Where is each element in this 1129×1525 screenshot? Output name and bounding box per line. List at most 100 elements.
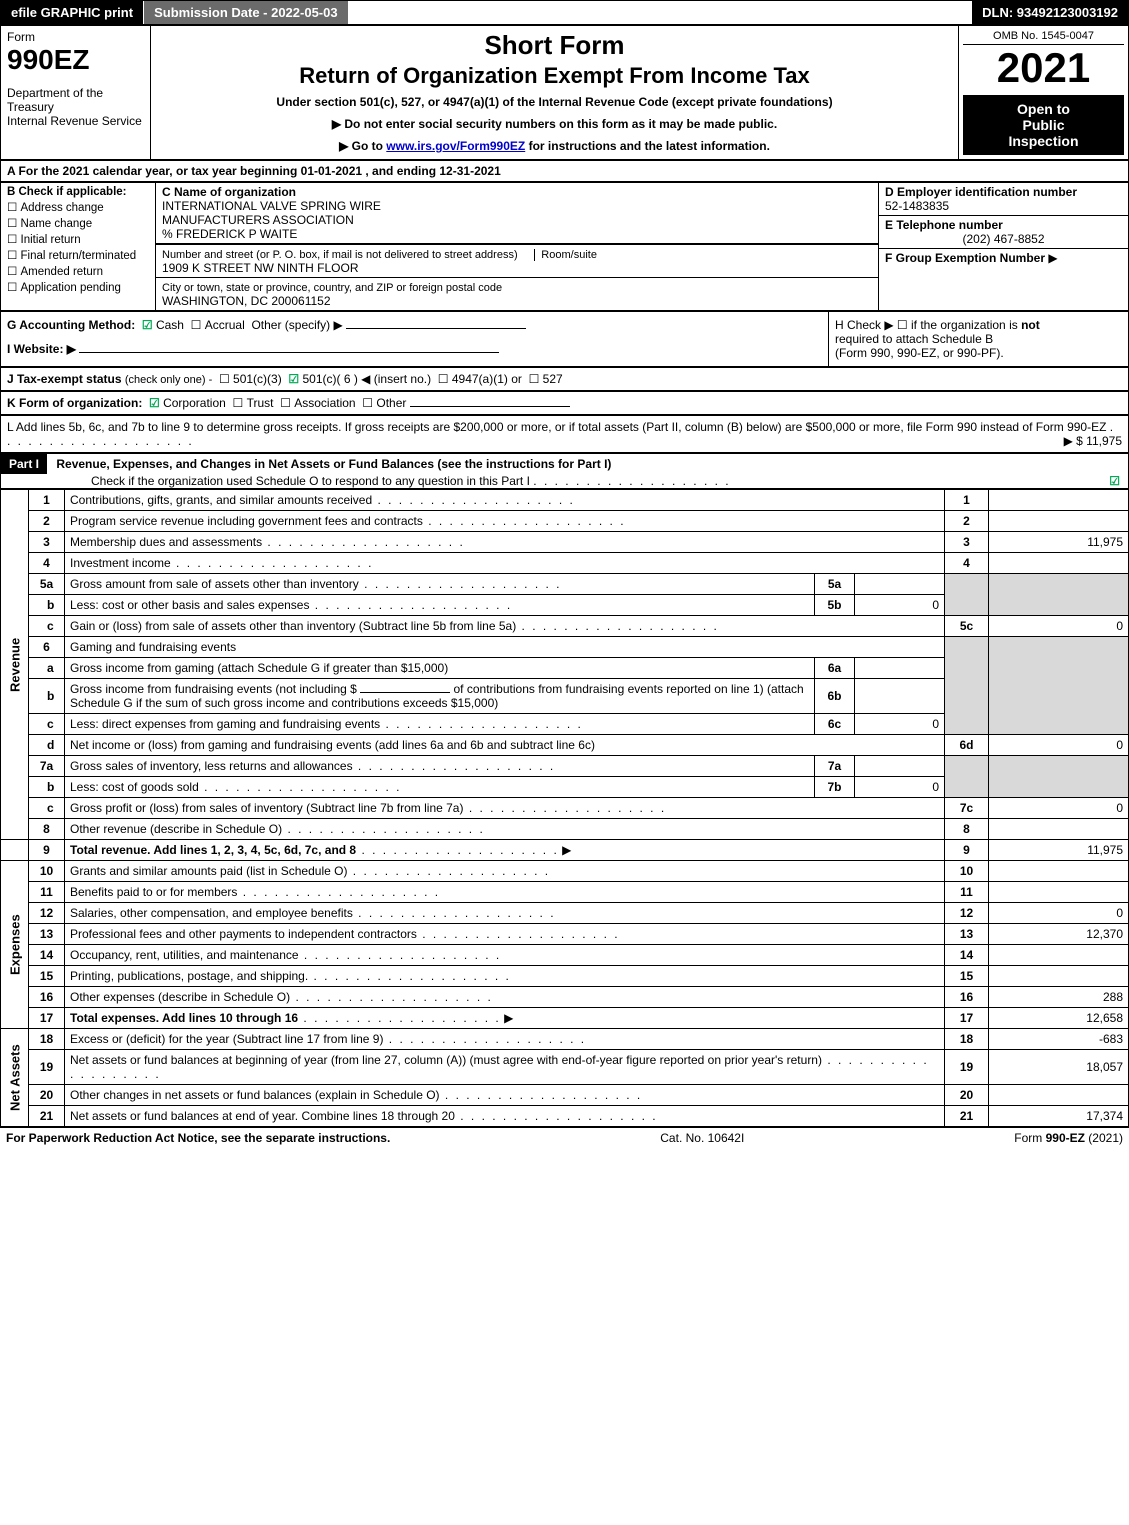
cb-association[interactable] [280, 396, 294, 410]
h-line2: required to attach Schedule B [835, 332, 993, 346]
row-a-table: A For the 2021 calendar year, or tax yea… [0, 160, 1129, 182]
line6-num: 6 [29, 637, 65, 658]
line7c-lab: 7c [945, 798, 989, 819]
line1-amt [989, 490, 1129, 511]
line19-amt: 18,057 [989, 1050, 1129, 1085]
line6b-mini: 6b [815, 679, 855, 714]
line5-shade-amt [989, 574, 1129, 616]
line6a-num: a [29, 658, 65, 679]
line10-num: 10 [29, 861, 65, 882]
org-careof: % FREDERICK P WAITE [162, 227, 297, 241]
line16-amt: 288 [989, 987, 1129, 1008]
header-left-cell: Form 990EZ Department of the Treasury In… [1, 26, 151, 160]
short-form-title: Short Form [159, 30, 950, 61]
row-j: J Tax-exempt status (check only one) - 5… [1, 368, 1129, 391]
line6-desc: Gaming and fundraising events [65, 637, 945, 658]
part1-check-box[interactable] [1109, 474, 1128, 488]
line8-amt [989, 819, 1129, 840]
cb-accrual[interactable] [191, 318, 205, 332]
header-mid-cell: Short Form Return of Organization Exempt… [151, 26, 959, 160]
dln-label: DLN: 93492123003192 [972, 1, 1128, 24]
cb-amended-return[interactable]: Amended return [7, 264, 149, 278]
box-c-name: C Name of organization INTERNATIONAL VAL… [156, 183, 879, 245]
cb-trust[interactable] [232, 396, 246, 410]
cb-name-change[interactable]: Name change [7, 216, 149, 230]
line7-shade-amt [989, 756, 1129, 798]
efile-print-button[interactable]: efile GRAPHIC print [1, 1, 144, 24]
line20-amt [989, 1085, 1129, 1106]
netassets-side-label: Net Assets [1, 1029, 29, 1127]
footer-mid: Cat. No. 10642I [660, 1131, 744, 1145]
line9-desc: Total revenue. Add lines 1, 2, 3, 4, 5c,… [65, 840, 945, 861]
irs-link[interactable]: www.irs.gov/Form990EZ [386, 139, 525, 153]
cb-501c3[interactable] [219, 372, 233, 386]
line6d-desc: Net income or (loss) from gaming and fun… [65, 735, 945, 756]
cb-application-pending[interactable]: Application pending [7, 280, 149, 294]
cb-4947[interactable] [438, 372, 452, 386]
org-name-1: INTERNATIONAL VALVE SPRING WIRE [162, 199, 381, 213]
line6b-blank[interactable] [360, 692, 450, 693]
line5b-desc: Less: cost or other basis and sales expe… [65, 595, 815, 616]
revenue-side-label: Revenue [1, 490, 29, 840]
line7b-num: b [29, 777, 65, 798]
box-f-arrow: ▶ [1048, 251, 1057, 265]
lines-table: Revenue 1 Contributions, gifts, grants, … [0, 489, 1129, 1127]
line5c-desc: Gain or (loss) from sale of assets other… [65, 616, 945, 637]
line16-lab: 16 [945, 987, 989, 1008]
cb-final-return[interactable]: Final return/terminated [7, 248, 149, 262]
line7b-minival: 0 [855, 777, 945, 798]
box-c-label: C Name of organization [162, 185, 296, 199]
website-input[interactable] [79, 352, 499, 353]
line6-shade-amt [989, 637, 1129, 735]
line5b-mini: 5b [815, 595, 855, 616]
line14-desc: Occupancy, rent, utilities, and maintena… [65, 945, 945, 966]
line2-num: 2 [29, 511, 65, 532]
line4-lab: 4 [945, 553, 989, 574]
cb-501c[interactable] [288, 372, 302, 386]
line15-amt [989, 966, 1129, 987]
g-other-input[interactable] [346, 328, 526, 329]
line5a-mini: 5a [815, 574, 855, 595]
i-label: I Website: ▶ [7, 342, 76, 356]
line18-amt: -683 [989, 1029, 1129, 1050]
line6b-desc: Gross income from fundraising events (no… [65, 679, 815, 714]
j-small: (check only one) - [125, 374, 212, 386]
k-pre: K Form of organization: [7, 396, 142, 410]
right-col-def: D Employer identification number 52-1483… [879, 183, 1129, 311]
box-b-title: B Check if applicable: [7, 186, 149, 198]
line20-lab: 20 [945, 1085, 989, 1106]
line6c-mini: 6c [815, 714, 855, 735]
line7b-mini: 7b [815, 777, 855, 798]
cb-address-change[interactable]: Address change [7, 200, 149, 214]
g-label: G Accounting Method: [7, 318, 135, 332]
line15-num: 15 [29, 966, 65, 987]
cb-other-org[interactable] [362, 396, 376, 410]
line3-desc: Membership dues and assessments [65, 532, 945, 553]
j-pre: J Tax-exempt status [7, 372, 125, 386]
line5-shade [945, 574, 989, 616]
open-line3: Inspection [967, 133, 1120, 149]
part1-header-table: Part I Revenue, Expenses, and Changes in… [0, 453, 1129, 489]
box-e-label: E Telephone number [885, 218, 1003, 232]
line6a-mini: 6a [815, 658, 855, 679]
line14-amt [989, 945, 1129, 966]
line9-amt: 11,975 [989, 840, 1129, 861]
cb-cash[interactable] [142, 318, 156, 332]
line7a-desc: Gross sales of inventory, less returns a… [65, 756, 815, 777]
line4-amt [989, 553, 1129, 574]
line11-amt [989, 882, 1129, 903]
line16-num: 16 [29, 987, 65, 1008]
h-line3: (Form 990, 990-EZ, or 990-PF). [835, 346, 1004, 360]
header-subtitle3: ▶ Go to www.irs.gov/Form990EZ for instru… [159, 139, 950, 153]
cb-corporation[interactable] [149, 396, 163, 410]
cb-527[interactable] [529, 372, 543, 386]
line10-desc: Grants and similar amounts paid (list in… [65, 861, 945, 882]
box-f-label: F Group Exemption Number [885, 251, 1045, 265]
k-other-input[interactable] [410, 406, 570, 407]
cb-initial-return[interactable]: Initial return [7, 232, 149, 246]
line15-lab: 15 [945, 966, 989, 987]
line16-desc: Other expenses (describe in Schedule O) [65, 987, 945, 1008]
line3-num: 3 [29, 532, 65, 553]
line7c-desc: Gross profit or (loss) from sales of inv… [65, 798, 945, 819]
open-line1: Open to [967, 101, 1120, 117]
